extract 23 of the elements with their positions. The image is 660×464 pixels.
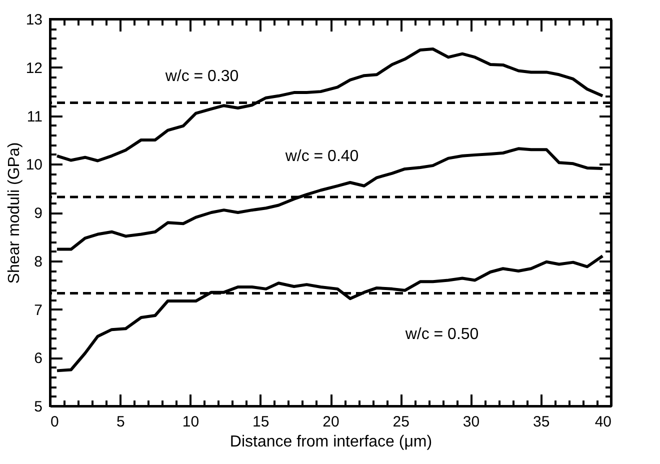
y-tick-label: 11	[26, 108, 42, 126]
series-label: w/c = 0.30	[164, 68, 239, 85]
x-tick-label: 25	[392, 414, 410, 430]
y-tick-label: 10	[26, 156, 42, 174]
x-tick-label: 10	[182, 414, 200, 430]
y-tick-label: 5	[34, 398, 42, 416]
x-tick-label: 5	[116, 414, 125, 430]
x-tick-label: 20	[322, 414, 340, 430]
y-tick-label: 6	[34, 350, 42, 368]
y-tick-label: 12	[26, 60, 42, 77]
x-axis-title: Distance from interface (μm)	[230, 434, 432, 450]
x-tick-label: 35	[533, 414, 550, 430]
x-tick-label: 15	[252, 414, 270, 430]
y-tick-label: 7	[34, 302, 42, 319]
y-tick-label: 13	[26, 12, 42, 28]
y-tick-label: 9	[34, 205, 42, 222]
series-label: w/c = 0.40	[284, 148, 359, 165]
y-tick-label: 8	[34, 253, 42, 270]
text: w/c = 0.50	[404, 326, 479, 343]
y-axis-title: Shear moduli (GPa)	[6, 142, 23, 284]
x-tick-label: 30	[462, 414, 480, 430]
x-tick-label: 0	[50, 414, 59, 430]
x-tick-label: 40	[594, 414, 612, 430]
